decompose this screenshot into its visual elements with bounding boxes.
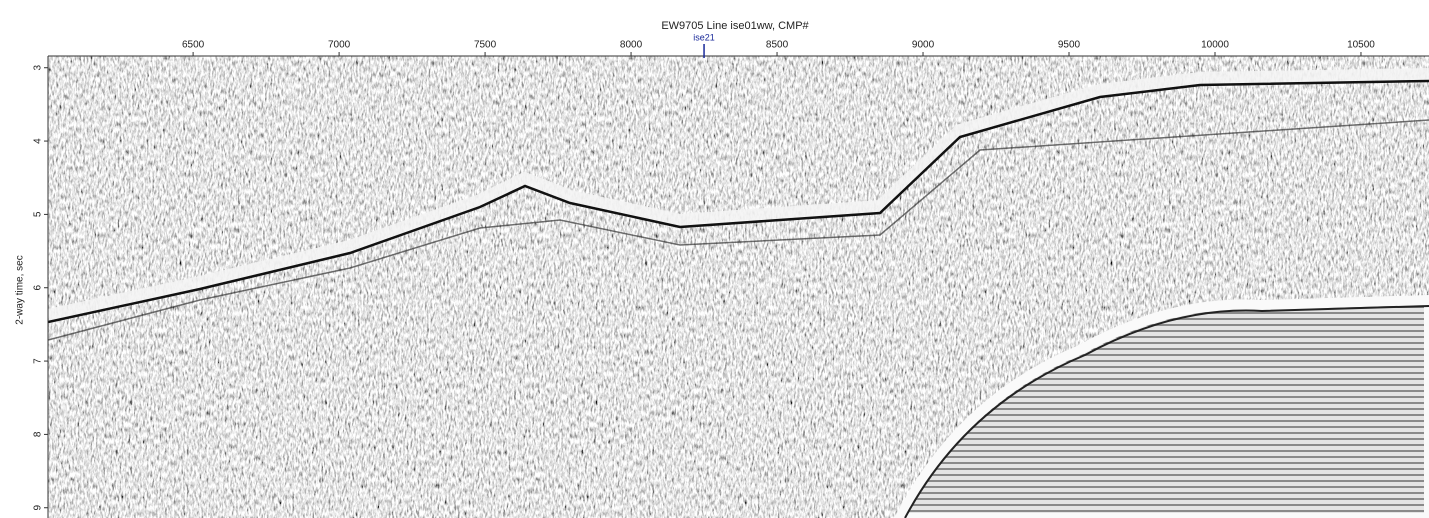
y-tick-label: 8 xyxy=(33,431,44,437)
x-tick-label: 6500 xyxy=(182,40,205,51)
x-tick-label: 10000 xyxy=(1201,40,1229,51)
chart-title: EW9705 Line ise01ww, CMP# xyxy=(661,20,809,32)
x-tick-label: 10500 xyxy=(1347,40,1375,51)
x-tick-label: 7000 xyxy=(328,40,351,51)
y-tick-label: 3 xyxy=(33,65,44,71)
y-tick-label: 9 xyxy=(33,505,44,511)
y-axis-label: 2-way time, sec xyxy=(15,255,26,324)
x-tick-label: 9000 xyxy=(912,40,935,51)
seismic-chart: EW9705 Line ise01ww, CMP# 2-way time, se… xyxy=(0,0,1429,518)
y-tick-label: 5 xyxy=(33,211,44,217)
seismic-image xyxy=(48,56,1429,518)
annotation-label: ise21 xyxy=(693,32,715,42)
y-tick-label: 7 xyxy=(33,358,44,364)
x-tick-label: 8000 xyxy=(620,40,643,51)
x-tick-label: 7500 xyxy=(474,40,497,51)
x-tick-label: 8500 xyxy=(766,40,789,51)
y-tick-label: 4 xyxy=(33,138,44,144)
y-tick-label: 6 xyxy=(33,285,44,291)
x-tick-label: 9500 xyxy=(1058,40,1081,51)
